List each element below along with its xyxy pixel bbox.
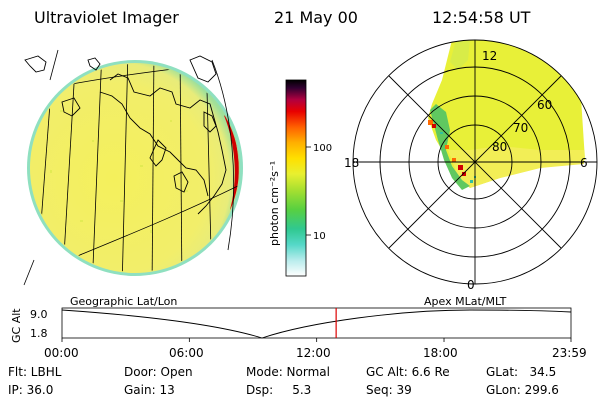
globe-image [23, 49, 243, 286]
info-glat: GLat: 34.5 [486, 365, 557, 379]
mlat-label-80: 80 [492, 140, 507, 154]
time-label: 12:54:58 UT [432, 8, 531, 27]
date-label: 21 May 00 [274, 8, 358, 27]
info-glon: GLon: 299.6 [486, 383, 559, 397]
mlt-label-6: 6 [580, 156, 588, 170]
info-ip: IP: 36.0 [8, 383, 54, 397]
info-gain: Gain: 13 [124, 383, 175, 397]
timeline-xtick-0600: 06:00 [169, 346, 204, 360]
coastline-outlines [24, 55, 227, 215]
mlt-label-0: 0 [467, 278, 475, 292]
timeline-xtick-0000: 00:00 [44, 346, 79, 360]
instrument-title: Ultraviolet Imager [34, 8, 179, 27]
timeline-xtick-1800: 18:00 [423, 346, 458, 360]
timeline-right-title: Apex MLat/MLT [424, 295, 507, 308]
info-door: Door: Open [124, 365, 193, 379]
colorbar-unit-label: photon cm⁻²s⁻¹ [268, 161, 281, 246]
timeline-ticks [61, 338, 572, 342]
timeline-ymax: 9.0 [30, 308, 48, 321]
colorbar-tick-10: 10 [313, 231, 326, 242]
timeline-frame [61, 307, 572, 339]
info-gc-alt: GC Alt: 6.6 Re [366, 365, 450, 379]
timeline-ylabel: GC Alt [10, 308, 23, 343]
mlat-label-70: 70 [513, 121, 528, 135]
mlt-label-18: 18 [344, 156, 359, 170]
altitude-curve [61, 309, 572, 339]
mlt-label-12: 12 [482, 49, 497, 63]
timeline-xtick-2359: 23:59 [552, 346, 587, 360]
info-seq: Seq: 39 [366, 383, 412, 397]
info-mode: Mode: Normal [246, 365, 330, 379]
info-dsp: Dsp: 5.3 [246, 383, 312, 397]
colorbar [285, 79, 307, 277]
polar-plot [352, 39, 598, 285]
timeline-xtick-1200: 12:00 [296, 346, 331, 360]
mlat-label-60: 60 [537, 98, 552, 112]
timeline-left-title: Geographic Lat/Lon [70, 295, 177, 308]
info-filter: Flt: LBHL [8, 365, 62, 379]
colorbar-tick-100: 100 [313, 143, 332, 154]
timeline-ymin: 1.8 [30, 327, 48, 340]
